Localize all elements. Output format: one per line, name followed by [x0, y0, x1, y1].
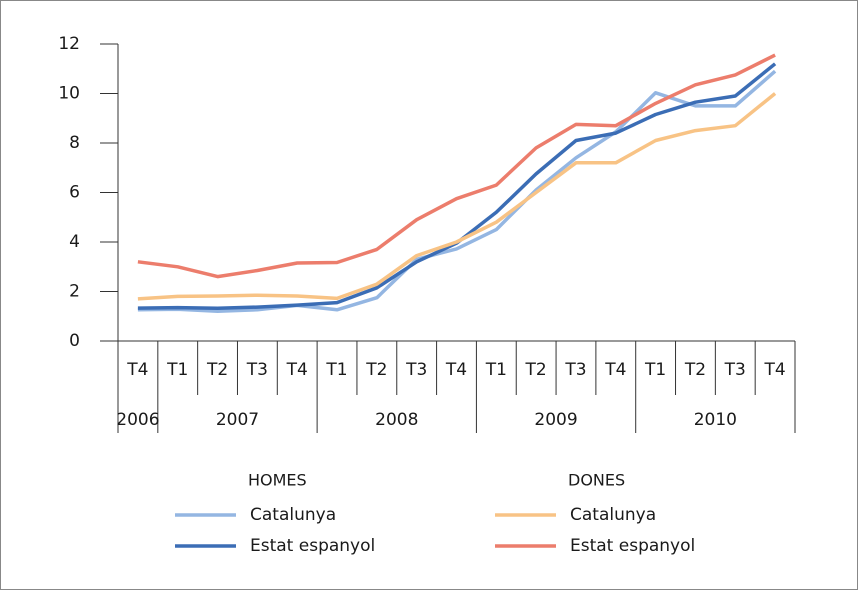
y-tick-label: 0	[69, 331, 80, 351]
y-tick-label: 10	[58, 84, 80, 104]
legend-group-title: HOMES	[248, 471, 307, 490]
y-tick-label: 2	[69, 282, 80, 302]
x-tick-label: T2	[684, 360, 706, 380]
x-tick-label: T1	[644, 360, 666, 380]
x-tick-label: T2	[206, 360, 228, 380]
x-tick-label: T3	[405, 360, 427, 380]
legend-label: Catalunya	[570, 505, 656, 525]
x-tick-label: T2	[365, 360, 387, 380]
x-tick-label: T4	[126, 360, 148, 380]
x-group-label: 2008	[375, 410, 418, 430]
series-line	[137, 53, 776, 279]
x-group-label: 2006	[116, 410, 159, 430]
y-tick-label: 4	[69, 232, 80, 252]
legend-label: Catalunya	[250, 505, 336, 525]
x-tick-label: T4	[286, 360, 308, 380]
x-tick-label: T3	[564, 360, 586, 380]
x-group-label: 2010	[694, 410, 737, 430]
x-tick-label: T2	[525, 360, 547, 380]
x-tick-label: T4	[604, 360, 626, 380]
y-tick-label: 12	[58, 34, 80, 54]
x-tick-label: T4	[445, 360, 467, 380]
x-tick-label: T1	[166, 360, 188, 380]
x-tick-label: T1	[485, 360, 507, 380]
x-tick-label: T4	[763, 360, 785, 380]
legend-group-title: DONES	[568, 471, 625, 490]
y-tick-label: 8	[69, 133, 80, 153]
x-group-label: 2007	[216, 410, 259, 430]
legend-label: Estat espanyol	[570, 536, 695, 556]
x-group-label: 2009	[534, 410, 577, 430]
x-tick-label: T3	[246, 360, 268, 380]
series-line	[137, 92, 777, 301]
y-tick-label: 6	[69, 183, 80, 203]
x-tick-label: T3	[724, 360, 746, 380]
legend-label: Estat espanyol	[250, 536, 375, 556]
x-tick-label: T1	[325, 360, 347, 380]
